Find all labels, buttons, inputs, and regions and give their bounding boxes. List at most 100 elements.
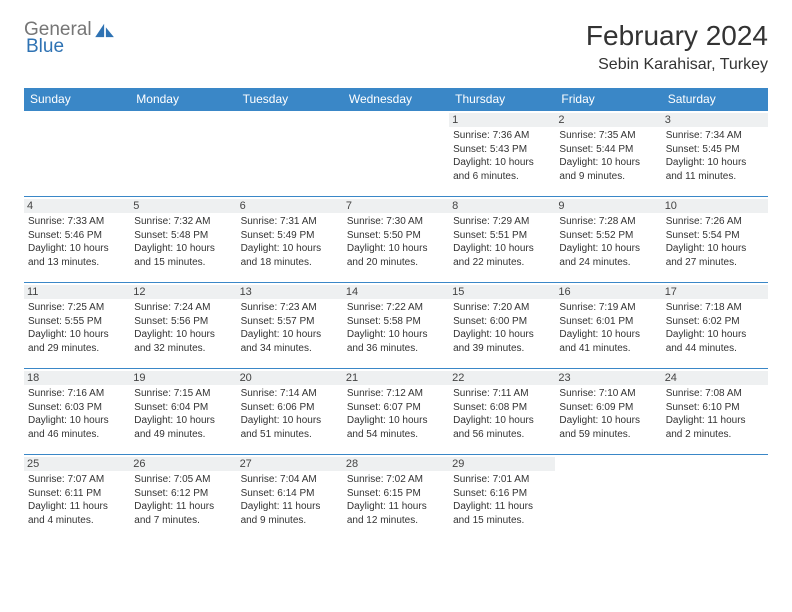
sunset-line: Sunset: 6:12 PM [134,487,232,501]
calendar-table: SundayMondayTuesdayWednesdayThursdayFrid… [24,88,768,541]
day-number: 13 [237,285,343,299]
sunrise-line: Sunrise: 7:32 AM [134,215,232,229]
sunrise-line: Sunrise: 7:26 AM [666,215,764,229]
day-number: 2 [555,113,661,127]
sunset-line: Sunset: 5:54 PM [666,229,764,243]
sunrise-line: Sunrise: 7:04 AM [241,473,339,487]
day-number: 19 [130,371,236,385]
sunset-line: Sunset: 6:14 PM [241,487,339,501]
calendar-cell: 19Sunrise: 7:15 AMSunset: 6:04 PMDayligh… [130,369,236,455]
daylight-line: Daylight: 10 hours and 24 minutes. [559,242,657,269]
daylight-line: Daylight: 10 hours and 9 minutes. [559,156,657,183]
location: Sebin Karahisar, Turkey [586,56,768,74]
daylight-line: Daylight: 10 hours and 32 minutes. [134,328,232,355]
day-number: 1 [449,113,555,127]
calendar-cell: 17 Sunrise: 7:18 AMSunset: 6:02 PMDayligh… [662,283,768,369]
weekday-header: Friday [555,88,661,111]
calendar-row: 25Sunrise: 7:07 AMSunset: 6:11 PMDayligh… [24,455,768,541]
sunrise-line: Sunrise: 7:33 AM [28,215,126,229]
day-number: 16 [555,285,661,299]
daylight-line: Daylight: 10 hours and 34 minutes. [241,328,339,355]
sunrise-line: Sunrise: 7:31 AM [241,215,339,229]
calendar-cell: 6Sunrise: 7:31 AMSunset: 5:49 PMDaylight… [237,197,343,283]
title-block: February 2024 Sebin Karahisar, Turkey [586,20,768,74]
day-number: 9 [555,199,661,213]
day-number: 22 [449,371,555,385]
sunrise-line: Sunrise: 7:18 AM [666,301,764,315]
daylight-line: Daylight: 10 hours and 36 minutes. [347,328,445,355]
sunrise-line: Sunrise: 7:28 AM [559,215,657,229]
calendar-cell: 7Sunrise: 7:30 AMSunset: 5:50 PMDaylight… [343,197,449,283]
sunrise-line: Sunrise: 7:23 AM [241,301,339,315]
day-number: 11 [24,285,130,299]
day-number: 12 [130,285,236,299]
sunrise-line: Sunrise: 7:35 AM [559,129,657,143]
sunrise-line: Sunrise: 7:14 AM [241,387,339,401]
sunset-line: Sunset: 6:01 PM [559,315,657,329]
day-number: 10 [662,199,768,213]
calendar-cell: 14Sunrise: 7:22 AMSunset: 5:58 PMDayligh… [343,283,449,369]
sunrise-line: Sunrise: 7:01 AM [453,473,551,487]
sunset-line: Sunset: 5:45 PM [666,143,764,157]
calendar-cell: 12 Sunrise: 7:24 AMSunset: 5:56 PMDayligh… [130,283,236,369]
daylight-line: Daylight: 10 hours and 44 minutes. [666,328,764,355]
calendar-cell: 4 Sunrise: 7:33 AMSunset: 5:46 PMDaylight… [24,197,130,283]
weekday-row: SundayMondayTuesdayWednesdayThursdayFrid… [24,88,768,111]
calendar-cell [662,455,768,541]
sunset-line: Sunset: 6:07 PM [347,401,445,415]
sunrise-line: Sunrise: 7:20 AM [453,301,551,315]
calendar-cell: 16 Sunrise: 7:19 AMSunset: 6:01 PMDayligh… [555,283,661,369]
day-number: 21 [343,371,449,385]
sunrise-line: Sunrise: 7:24 AM [134,301,232,315]
calendar-cell: 2Sunrise: 7:35 AMSunset: 5:44 PMDaylight… [555,111,661,197]
calendar-cell [555,455,661,541]
calendar-row: 18Sunrise: 7:16 AMSunset: 6:03 PMDayligh… [24,369,768,455]
calendar-cell [237,111,343,197]
daylight-line: Daylight: 10 hours and 27 minutes. [666,242,764,269]
sunset-line: Sunset: 5:55 PM [28,315,126,329]
calendar-cell: 18Sunrise: 7:16 AMSunset: 6:03 PMDayligh… [24,369,130,455]
sunrise-line: Sunrise: 7:34 AM [666,129,764,143]
day-number: 6 [237,199,343,213]
month-title: February 2024 [586,20,768,52]
daylight-line: Daylight: 10 hours and 6 minutes. [453,156,551,183]
daylight-line: Daylight: 10 hours and 13 minutes. [28,242,126,269]
sunset-line: Sunset: 6:08 PM [453,401,551,415]
sunset-line: Sunset: 6:02 PM [666,315,764,329]
weekday-header: Wednesday [343,88,449,111]
sunset-line: Sunset: 5:51 PM [453,229,551,243]
sunset-line: Sunset: 5:46 PM [28,229,126,243]
calendar-cell: 3Sunrise: 7:34 AMSunset: 5:45 PMDaylight… [662,111,768,197]
daylight-line: Daylight: 10 hours and 54 minutes. [347,414,445,441]
calendar-cell: 23Sunrise: 7:10 AMSunset: 6:09 PMDayligh… [555,369,661,455]
calendar-cell: 13Sunrise: 7:23 AMSunset: 5:57 PMDayligh… [237,283,343,369]
calendar-cell: 5Sunrise: 7:32 AMSunset: 5:48 PMDaylight… [130,197,236,283]
calendar-row: 11Sunrise: 7:25 AMSunset: 5:55 PMDayligh… [24,283,768,369]
calendar-head: SundayMondayTuesdayWednesdayThursdayFrid… [24,88,768,111]
sunrise-line: Sunrise: 7:30 AM [347,215,445,229]
day-number: 25 [24,457,130,471]
sunset-line: Sunset: 6:00 PM [453,315,551,329]
sunset-line: Sunset: 5:50 PM [347,229,445,243]
daylight-line: Daylight: 11 hours and 4 minutes. [28,500,126,527]
day-number: 17 [662,285,768,299]
sunrise-line: Sunrise: 7:19 AM [559,301,657,315]
daylight-line: Daylight: 10 hours and 49 minutes. [134,414,232,441]
sunset-line: Sunset: 6:15 PM [347,487,445,501]
weekday-header: Sunday [24,88,130,111]
day-number: 15 [449,285,555,299]
calendar-row: 1Sunrise: 7:36 AMSunset: 5:43 PMDaylight… [24,111,768,197]
daylight-line: Daylight: 10 hours and 41 minutes. [559,328,657,355]
calendar-cell: 29Sunrise: 7:01 AMSunset: 6:16 PMDayligh… [449,455,555,541]
sunset-line: Sunset: 5:56 PM [134,315,232,329]
calendar-cell: 22Sunrise: 7:11 AMSunset: 6:08 PMDayligh… [449,369,555,455]
day-number: 3 [662,113,768,127]
sunrise-line: Sunrise: 7:02 AM [347,473,445,487]
calendar-cell [130,111,236,197]
sunset-line: Sunset: 6:10 PM [666,401,764,415]
sunset-line: Sunset: 6:16 PM [453,487,551,501]
daylight-line: Daylight: 10 hours and 22 minutes. [453,242,551,269]
day-number: 4 [24,199,130,213]
day-number: 26 [130,457,236,471]
sunrise-line: Sunrise: 7:07 AM [28,473,126,487]
